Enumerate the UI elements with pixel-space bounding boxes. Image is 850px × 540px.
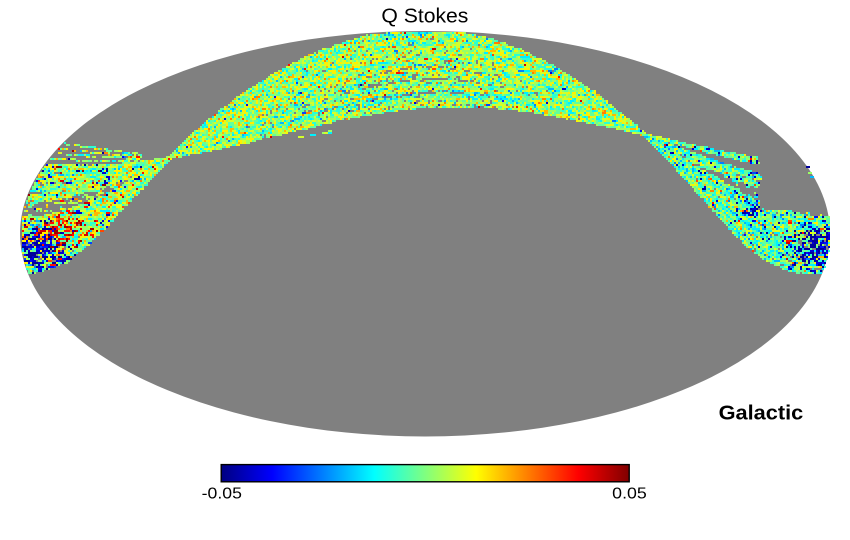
svg-text:Q Stokes: Q Stokes: [381, 6, 468, 28]
svg-text:-0.05: -0.05: [202, 486, 242, 503]
svg-text:0.05: 0.05: [612, 486, 647, 503]
svg-text:Galactic: Galactic: [719, 403, 804, 425]
